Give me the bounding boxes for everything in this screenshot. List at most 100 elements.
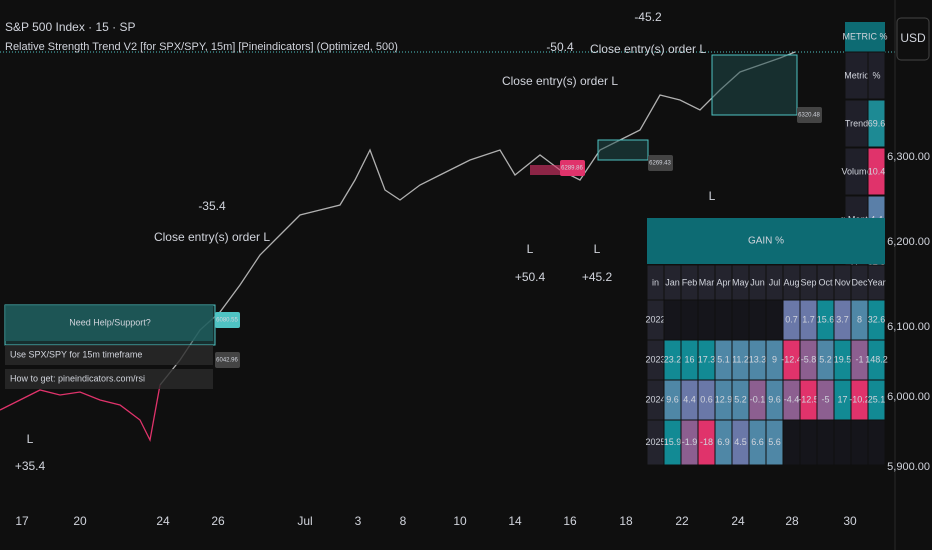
gain-cell-text: 5.2 (734, 394, 747, 404)
time-tick-label: 16 (563, 514, 577, 528)
gain-title: GAIN % (748, 236, 784, 247)
gain-column: Sep (800, 277, 816, 287)
gain-cell (816, 419, 835, 466)
gain-cell (799, 419, 818, 466)
currency: USD (900, 31, 926, 45)
gain-cell (850, 419, 869, 466)
metric-cell (867, 147, 886, 196)
gain-cell-text: 0.6 (700, 394, 713, 404)
gain-column: Jun (750, 277, 765, 287)
gain-column: Jan (665, 277, 680, 287)
trade-annotation: L (594, 242, 601, 256)
metric-cell (867, 99, 886, 148)
gain-cell-text: 0.7 (785, 314, 798, 324)
gain-cell (697, 299, 716, 341)
gain-column: Jul (769, 277, 781, 287)
metric-cell-text: Metric (844, 70, 869, 80)
price-label: 6269.43 (649, 161, 671, 167)
symbol-title: S&P 500 Index · 15 · SP (5, 20, 136, 34)
price-label: 6289.86 (561, 166, 583, 172)
gain-cell-text: 12.9 (715, 394, 733, 404)
time-tick-label: 10 (453, 514, 467, 528)
time-tick-label: 30 (843, 514, 857, 528)
gain-cell-text: 19.5 (834, 354, 852, 364)
info-box[interactable] (5, 305, 213, 341)
time-tick-label: 14 (508, 514, 522, 528)
gain-cell-text: 16 (684, 354, 694, 364)
metric-cell-text: Volume (841, 166, 871, 176)
gain-cell-text: 13.3 (749, 354, 767, 364)
gain-column: Dec (851, 277, 868, 287)
gain-cell-text: 6.9 (717, 437, 730, 447)
gain-cell-text: -1 (855, 354, 863, 364)
gain-cell-text: 3.7 (836, 314, 849, 324)
gain-cell-text: -0.1 (750, 394, 766, 404)
time-tick-label: 8 (400, 514, 407, 528)
time-tick-label: 22 (675, 514, 689, 528)
time-tick-label: 20 (73, 514, 87, 528)
gain-cell-text: 4.4 (683, 394, 696, 404)
gain-cell-text: 4.5 (734, 437, 747, 447)
gain-column: Nov (834, 277, 851, 287)
currency-button[interactable] (896, 17, 930, 61)
gain-cell (765, 299, 784, 341)
gain-cell (680, 299, 699, 341)
info-box (5, 369, 213, 389)
metric-cell-text: Trend (845, 118, 868, 128)
metric-cell (867, 51, 886, 100)
gain-cell-text: 2025 (645, 437, 665, 447)
dynamic-layer: 6,300.00 6,200.00 6,100.00 6,000.00 5,900.00… (5, 10, 930, 528)
price-label-box (797, 107, 822, 123)
gain-cell-text: -1.9 (682, 437, 698, 447)
gain-cell (833, 419, 852, 466)
time-tick-label: 24 (156, 514, 170, 528)
gain-cell-text: -18 (700, 437, 713, 447)
gain-cell-text: 2024 (645, 394, 665, 404)
gain-cell (867, 419, 886, 466)
gain-cell-text: 25.1 (868, 394, 886, 404)
price-tick-label: 6,100.00 (887, 321, 930, 333)
trade-annotation: +35.4 (15, 459, 46, 473)
gain-cell-text: 2023 (645, 354, 665, 364)
gain-cell-text: 9.6 (666, 394, 679, 404)
gain-column: in (652, 277, 659, 287)
gain-cell-text: 1.7 (802, 314, 815, 324)
metric-header: METRIC % (843, 31, 888, 41)
price-label-box (215, 352, 240, 368)
gain-cell (731, 299, 750, 341)
gain-cell-text: 8 (857, 314, 862, 324)
trade-annotation: -50.4 (546, 40, 574, 54)
gain-cell-text: 9.6 (768, 394, 781, 404)
gain-cell-text: 17.3 (698, 354, 716, 364)
info-box (5, 345, 213, 365)
gain-cell-text: 15.9 (664, 437, 682, 447)
gain-cell-text: -10.2 (849, 394, 870, 404)
gain-cell (782, 419, 801, 466)
trade-annotation: +45.2 (582, 270, 613, 284)
info-text: Use SPX/SPY for 15m timeframe (10, 349, 142, 359)
price-label: 6042.96 (216, 358, 238, 364)
gain-cell-text: -5.8 (801, 354, 817, 364)
trade-annotation: L (709, 189, 716, 203)
info-text: How to get: pineindicators.com/rsi (10, 373, 145, 383)
gain-column: Oct (818, 277, 833, 287)
metric-cell-text: 69.6 (868, 118, 886, 128)
trade-annotation: -35.4 (198, 199, 226, 213)
price-tick-label: 6,000.00 (887, 391, 930, 403)
trade-box-loss (530, 165, 585, 175)
gain-cell (663, 299, 682, 341)
gain-column: Feb (682, 277, 698, 287)
time-tick-label: 24 (731, 514, 745, 528)
gain-cell-text: 23.2 (664, 354, 682, 364)
gain-title-cell (647, 218, 885, 264)
gain-column: Mar (699, 277, 715, 287)
time-tick-label: 17 (15, 514, 29, 528)
gain-cell (714, 299, 733, 341)
gain-cell-text: 15.6 (817, 314, 835, 324)
price-series-down (0, 384, 161, 443)
gain-cell-text: 32.6 (868, 314, 886, 324)
gain-cell-text: 5.6 (768, 437, 781, 447)
trade-box (711, 54, 798, 116)
gain-cell-text: 17 (837, 394, 847, 404)
